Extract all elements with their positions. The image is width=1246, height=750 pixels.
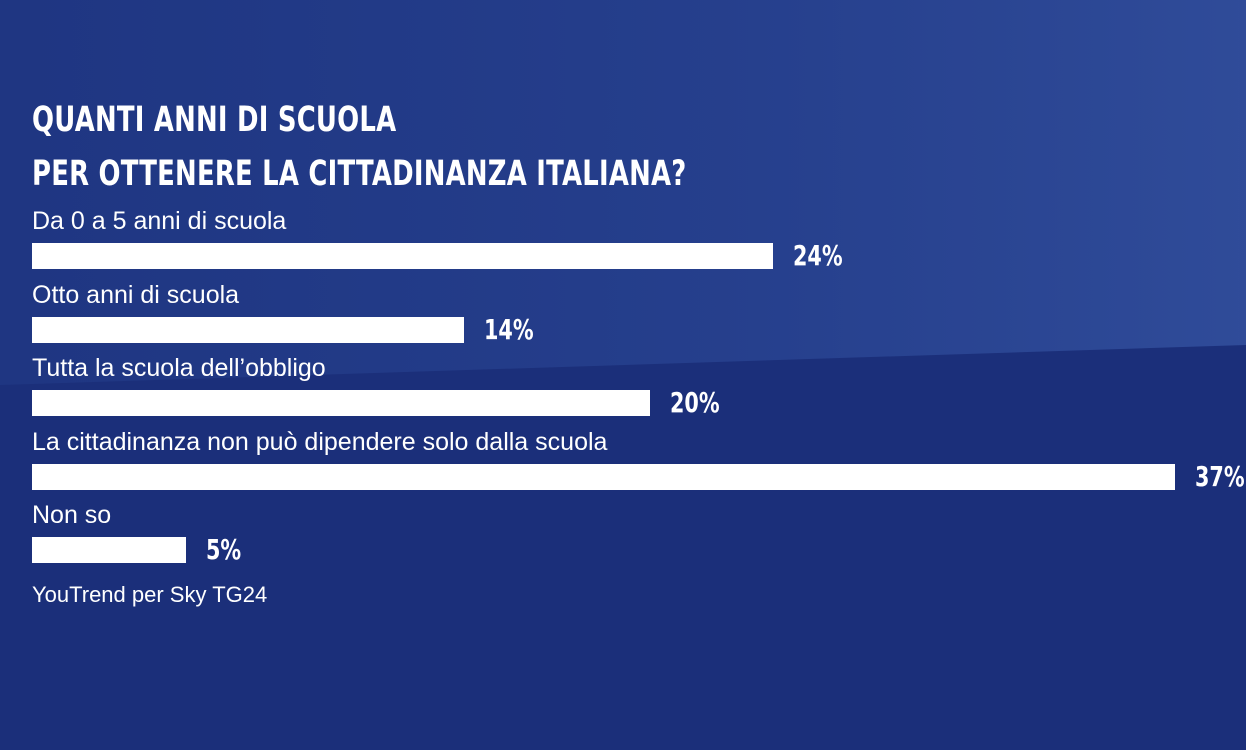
source-label: YouTrend per Sky TG24 [32, 582, 268, 607]
bar [32, 463, 1175, 490]
bar [32, 243, 773, 269]
category-label: Otto anni di scuola [32, 280, 240, 309]
bar [32, 316, 464, 343]
chart-title-line-2: PER OTTENERE LA CITTADINANZA ITALIANA? [32, 154, 687, 194]
category-label: Tutta la scuola dell’obbligo [32, 354, 326, 382]
category-label: La cittadinanza non può dipendere solo d… [32, 427, 608, 456]
category-label: Non so [32, 501, 112, 529]
value-label: 14% [484, 312, 534, 346]
value-label: 37% [1195, 459, 1245, 493]
value-label: 24% [793, 239, 843, 272]
chart-title-line-1: QUANTI ANNI DI SCUOLA [32, 100, 397, 140]
bar [32, 390, 650, 416]
bar [32, 537, 186, 563]
category-label: Da 0 a 5 anni di scuola [32, 207, 287, 235]
value-label: 5% [206, 533, 242, 566]
value-label: 20% [670, 386, 720, 419]
